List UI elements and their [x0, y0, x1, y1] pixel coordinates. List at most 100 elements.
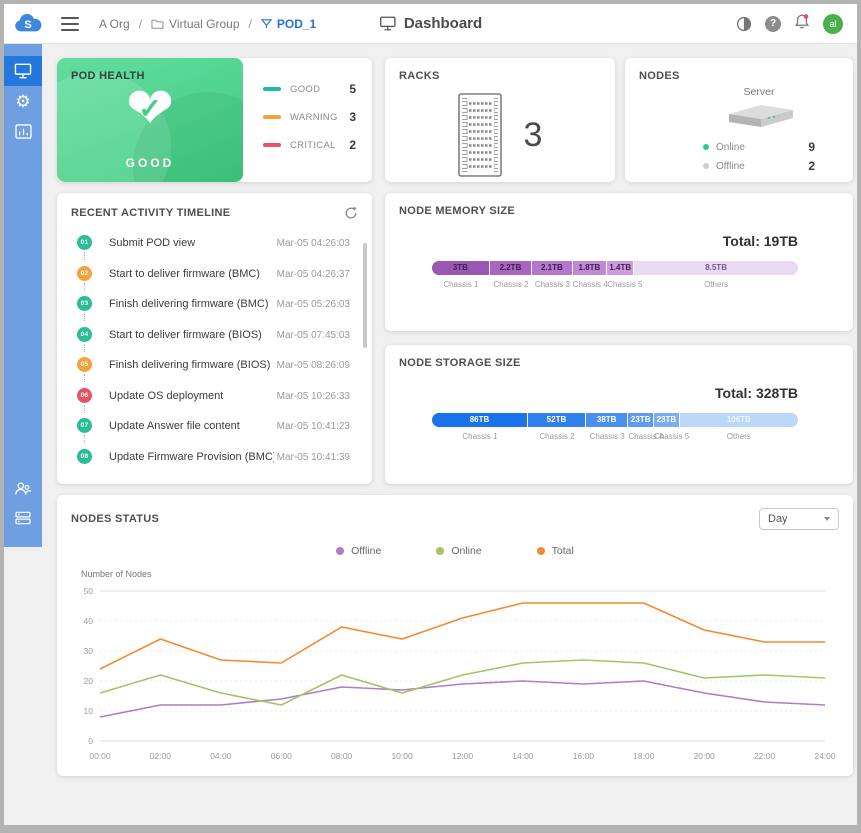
node-status-label: Offline — [716, 160, 745, 172]
chart-legend-item: Total — [536, 545, 574, 557]
timeline-step-badge: 08 — [77, 448, 92, 464]
x-tick-label: 20:00 — [694, 751, 716, 761]
legend-dot — [336, 547, 345, 555]
timeline-item-label: Finish delivering firmware (BMC) — [109, 298, 269, 310]
segment-label: Chassis 3 — [534, 280, 570, 289]
breadcrumb-org[interactable]: A Org — [99, 16, 130, 31]
breadcrumb-separator: / — [138, 16, 143, 31]
time-range-value: Day — [768, 513, 788, 525]
node-memory-card: NODE MEMORY SIZE Total: 19TB 3TB 2.2TB 2.1… — [385, 193, 853, 331]
memory-total: Total: 19TB — [722, 233, 798, 249]
legend-label: CRITICAL — [290, 139, 336, 151]
timeline-item-label: Start to deliver firmware (BIOS) — [109, 328, 262, 341]
legend-swatch — [263, 115, 281, 119]
legend-series-label: Offline — [351, 545, 382, 557]
node-count-row: Offline 2 — [685, 159, 833, 173]
theme-contrast-icon[interactable] — [736, 16, 752, 32]
sidebar: ⚙ — [4, 44, 42, 547]
pod-health-status-panel: POD HEALTH ❤ ✓ GOOD — [57, 58, 243, 182]
node-count-row: Online 9 — [685, 140, 833, 154]
dashboard-monitor-icon — [379, 16, 396, 31]
storage-total: Total: 328TB — [715, 385, 798, 401]
timeline-item-time: Mar-05 05:26:03 — [276, 299, 350, 310]
bar-segment: 2.2TB — [489, 261, 533, 275]
timeline-item: 01 Submit POD view Mar-05 04:26:03 — [57, 230, 372, 261]
timeline-step-badge: 03 — [77, 296, 92, 311]
storage-title: NODE STORAGE SIZE — [399, 357, 521, 369]
segment-label: Chassis 4 — [572, 280, 608, 289]
legend-swatch — [263, 87, 281, 91]
pod-icon — [260, 19, 272, 29]
timeline-item-time: Mar-05 04:26:37 — [276, 268, 350, 280]
timeline-connector — [84, 435, 85, 443]
timeline-item-label: Update Firmware Provision (BMC) — [109, 450, 274, 463]
legend-value: 5 — [349, 82, 356, 96]
sidebar-item-dashboard[interactable] — [4, 56, 42, 86]
menu-toggle-icon[interactable] — [61, 16, 79, 31]
help-icon[interactable]: ? — [765, 15, 781, 32]
timeline-item-label: Update OS deployment — [109, 389, 224, 402]
storage-bar-labels: Chassis 1 Chassis 2 Chassis 3 Chassis 4 Chas… — [432, 432, 798, 441]
pod-health-card: POD HEALTH ❤ ✓ GOOD GOOD 5 WARNING 3 CRITICA… — [57, 58, 372, 182]
x-tick-label: 22:00 — [754, 751, 776, 761]
memory-segmented-bar: 3TB 2.2TB 2.1TB 1.8TB 1.4TB 8.5TB — [432, 261, 798, 275]
sidebar-item-reports[interactable] — [4, 116, 42, 146]
timeline-item-time: Mar-05 10:41:39 — [276, 451, 350, 463]
memory-bar-labels: Chassis 1 Chassis 2 Chassis 3 Chassis 4 Chas… — [432, 280, 798, 289]
y-tick-label: 10 — [84, 706, 94, 716]
nodes-status-card: NODES STATUS Day Offline Online Total Numb… — [57, 495, 853, 776]
timeline-item: 02 Start to deliver firmware (BMC) Mar-05 … — [57, 261, 372, 292]
nodes-title: NODES — [639, 70, 680, 82]
racks-title: RACKS — [399, 70, 440, 82]
segment-label: Chassis 3 — [589, 432, 625, 441]
bar-segment: 38TB — [585, 413, 629, 427]
notifications-bell-icon[interactable] — [794, 13, 810, 35]
node-status-label: Online — [716, 141, 745, 153]
timeline-item-time: Mar-05 10:41:23 — [276, 421, 350, 432]
breadcrumb-separator: / — [248, 16, 252, 31]
folder-icon — [151, 19, 164, 29]
user-avatar[interactable]: al — [823, 13, 843, 34]
bar-segment: 86TB — [432, 413, 528, 427]
bar-segment: 3TB — [432, 261, 490, 275]
legend-swatch — [263, 143, 281, 147]
pod-legend-item: GOOD 5 — [263, 82, 356, 96]
chart-legend-item: Online — [436, 545, 482, 557]
nodes-status-title: NODES STATUS — [71, 513, 160, 525]
series-line-offline — [99, 680, 826, 718]
x-tick-label: 10:00 — [391, 751, 413, 761]
activity-timeline-card: RECENT ACTIVITY TIMELINE 01 Submit POD vi… — [57, 193, 372, 484]
segment-label: Chassis 2 — [539, 432, 575, 441]
breadcrumb-pod[interactable]: POD_1 — [260, 17, 316, 31]
timeline-item-label: Update Answer file content — [109, 420, 240, 432]
x-tick-label: 02:00 — [150, 751, 172, 761]
time-range-select[interactable]: Day — [759, 508, 839, 530]
rack-icon — [457, 93, 502, 177]
sidebar-item-servers[interactable] — [4, 503, 42, 533]
timeline-item-time: Mar-05 04:26:03 — [276, 238, 350, 249]
cloud-logo-icon[interactable]: S — [13, 13, 43, 35]
timeline-scrollbar[interactable] — [363, 243, 367, 348]
timeline-step-badge: 02 — [77, 265, 92, 281]
pod-legend-item: WARNING 3 — [263, 110, 356, 124]
pod-health-title: POD HEALTH — [71, 70, 145, 82]
storage-segmented-bar: 86TB 52TB 38TB 23TB 23TB 106TB — [432, 413, 798, 427]
sidebar-item-users[interactable] — [4, 473, 42, 503]
refresh-icon[interactable] — [344, 206, 358, 220]
breadcrumb-group[interactable]: Virtual Group — [151, 17, 240, 31]
y-tick-label: 50 — [84, 586, 94, 596]
y-tick-label: 0 — [88, 736, 93, 746]
users-icon — [15, 481, 32, 494]
legend-dot — [536, 547, 545, 555]
nodes-counts: Online 9 Offline 2 — [685, 140, 833, 173]
timeline-title: RECENT ACTIVITY TIMELINE — [71, 207, 231, 219]
sidebar-item-settings[interactable]: ⚙ — [4, 86, 42, 116]
timeline-connector — [84, 252, 85, 260]
pod-legend-item: CRITICAL 2 — [263, 138, 356, 152]
timeline-item-time: Mar-05 07:45:03 — [276, 329, 350, 341]
breadcrumb: A Org / Virtual Group / POD_1 — [99, 17, 316, 31]
status-dot — [703, 163, 709, 169]
timeline-connector — [84, 313, 85, 321]
timeline-item: 05 Finish delivering firmware (BIOS) Mar-0… — [57, 352, 372, 383]
timeline-step-badge: 06 — [77, 387, 92, 403]
